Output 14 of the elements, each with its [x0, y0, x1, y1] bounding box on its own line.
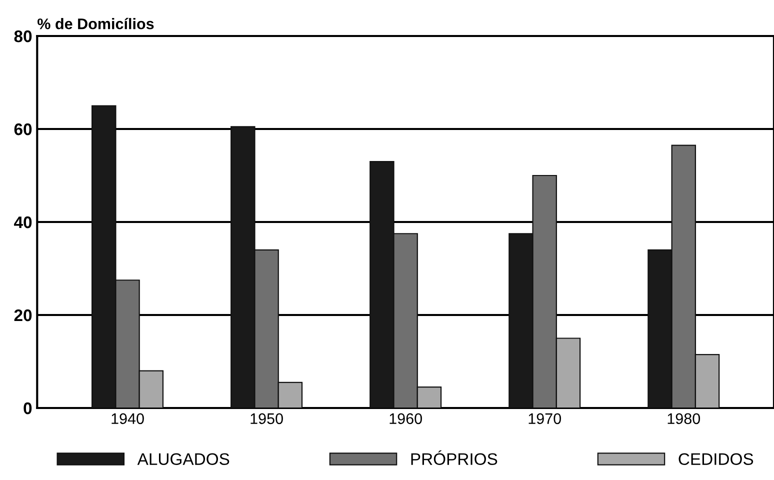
legend-label: PRÓPRIOS: [411, 450, 498, 465]
x-tick-label: 1980: [668, 413, 700, 424]
legend-label: CEDIDOS: [678, 453, 754, 465]
y-tick-label: 0: [24, 402, 32, 414]
legend-label: ALUGADOS: [137, 453, 230, 465]
y-tick-label: 20: [14, 309, 32, 322]
y-tick-label: 60: [14, 123, 32, 136]
y-axis-title: % de Domicílios: [38, 18, 154, 30]
x-tick-label: 1940: [112, 413, 144, 424]
y-tick-label: 40: [14, 216, 32, 228]
x-tick-label: 1960: [390, 413, 422, 424]
x-tick-label: 1970: [528, 413, 561, 424]
y-tick-label: 80: [14, 30, 32, 42]
x-tick-label: 1950: [250, 413, 283, 424]
